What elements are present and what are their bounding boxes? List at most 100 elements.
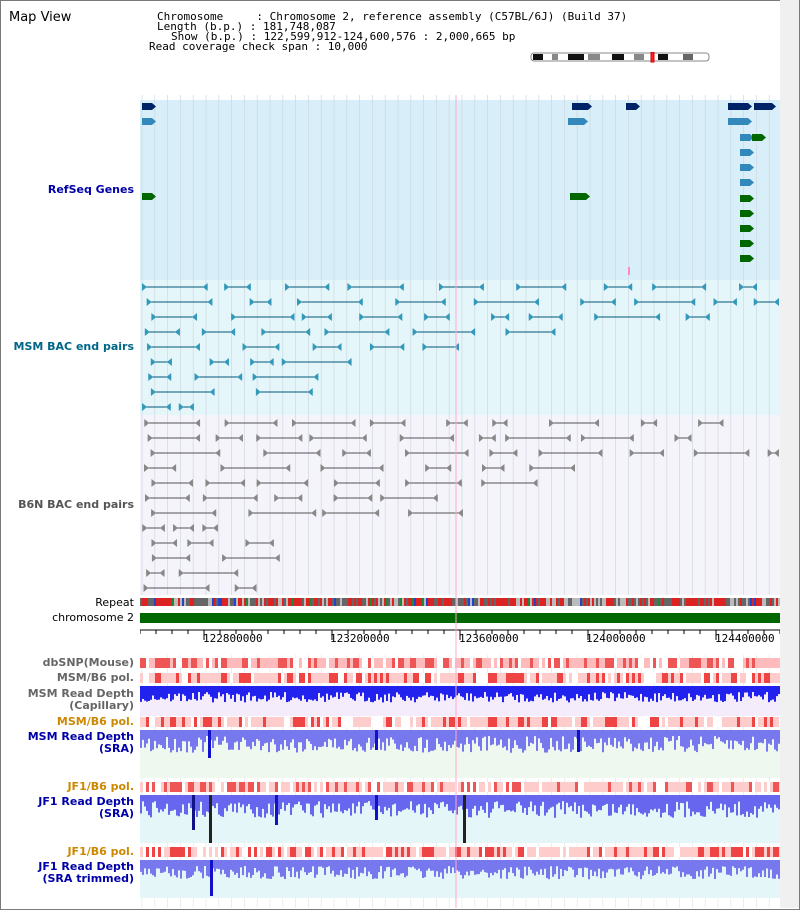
bac-end-marker — [398, 283, 404, 291]
bac-end-marker — [303, 479, 309, 487]
bac-end-marker — [424, 313, 430, 321]
bac-end-marker — [291, 419, 297, 427]
bac-end-marker — [305, 328, 311, 336]
b6n-bac-bg — [140, 415, 780, 595]
bac-end-marker — [690, 298, 696, 306]
bac-end-marker — [580, 298, 586, 306]
bac-end-marker — [230, 328, 236, 336]
bac-end-marker — [374, 509, 380, 517]
label-panel — [1, 1, 140, 908]
label-dbsnp: dbSNP(Mouse) — [42, 656, 134, 669]
bac-end-marker — [704, 313, 710, 321]
axis-ticks — [140, 629, 781, 640]
vertical-scroll-area[interactable] — [780, 0, 799, 908]
bac-end-marker — [399, 343, 405, 351]
gene-feature — [740, 179, 750, 186]
bac-end-marker — [274, 343, 280, 351]
bac-end-marker — [333, 494, 339, 502]
bac-end-marker — [731, 298, 737, 306]
bac-end-marker — [367, 494, 373, 502]
bac-end-marker — [150, 449, 156, 457]
gene-feature — [740, 134, 750, 141]
bac-end-marker — [718, 419, 724, 427]
bac-end-marker — [209, 388, 215, 396]
bac-end-marker — [470, 328, 476, 336]
bac-end-marker — [142, 403, 148, 411]
bac-end-marker — [462, 419, 468, 427]
bac-end-marker — [380, 494, 386, 502]
bac-end-marker — [446, 464, 452, 472]
chromosome-ideogram[interactable] — [528, 52, 714, 64]
bac-end-marker — [148, 373, 154, 381]
bac-end-marker — [144, 328, 150, 336]
bac-end-marker — [549, 419, 555, 427]
bac-end-marker — [215, 449, 221, 457]
bac-end-marker — [481, 479, 487, 487]
bac-end-marker — [252, 373, 258, 381]
axis-tick-label: 124400000 — [715, 632, 775, 645]
bac-end-marker — [211, 509, 217, 517]
label-b6n-bac: B6N BAC end pairs — [18, 498, 134, 511]
bac-end-marker — [397, 313, 403, 321]
bac-end-marker — [538, 449, 544, 457]
axis-tick-label: 122800000 — [203, 632, 263, 645]
bac-end-marker — [222, 554, 228, 562]
bac-end-marker — [207, 298, 213, 306]
track-canvas[interactable] — [140, 95, 781, 908]
label-jf1-b6-pol-trimmed: JF1/B6 pol. — [67, 845, 134, 858]
gene-feature — [740, 240, 750, 247]
bac-end-marker — [350, 419, 356, 427]
bac-end-marker — [422, 343, 428, 351]
gene-feature — [754, 103, 764, 110]
label-jf1-read-depth-trimmed: JF1 Read Depth (SRA trimmed) — [38, 860, 134, 885]
bac-end-marker — [202, 524, 208, 532]
bac-end-marker — [252, 494, 258, 502]
bac-end-marker — [674, 434, 680, 442]
bac-end-marker — [499, 464, 505, 472]
bac-end-marker — [701, 283, 707, 291]
bac-end-marker — [512, 449, 518, 457]
bac-end-marker — [528, 313, 534, 321]
bac-end-marker — [202, 494, 208, 502]
gene-feature — [740, 195, 750, 202]
bac-end-marker — [342, 449, 348, 457]
bac-end-marker — [189, 524, 195, 532]
bac-end-marker — [256, 479, 262, 487]
bac-end-marker — [311, 509, 317, 517]
bac-end-marker — [502, 419, 508, 427]
bac-end-marker — [187, 479, 193, 487]
axis-tick-label: 123200000 — [330, 632, 390, 645]
show-range-info: Show (b.p.) : 122,599,912-124,600,576 : … — [171, 30, 516, 43]
bac-end-marker — [629, 449, 635, 457]
bac-end-marker — [143, 464, 149, 472]
bac-end-marker — [171, 464, 177, 472]
bac-end-marker — [640, 419, 646, 427]
bac-end-marker — [533, 298, 539, 306]
bac-end-marker — [597, 449, 603, 457]
bac-end-marker — [333, 479, 339, 487]
bac-end-marker — [151, 509, 157, 517]
bac-end-marker — [212, 524, 218, 532]
bac-end-marker — [425, 464, 431, 472]
gene-feature — [142, 118, 152, 125]
bac-end-marker — [628, 434, 634, 442]
bac-end-marker — [744, 449, 750, 457]
bac-end-marker — [550, 328, 556, 336]
bac-end-marker — [166, 373, 172, 381]
bac-end-marker — [405, 479, 411, 487]
bac-end-marker — [320, 464, 326, 472]
bac-end-marker — [594, 313, 600, 321]
bac-end-marker — [505, 328, 511, 336]
gene-feature — [142, 193, 152, 200]
bac-end-marker — [504, 313, 510, 321]
bac-end-marker — [151, 539, 157, 547]
bac-end-marker — [274, 554, 280, 562]
bac-end-marker — [346, 358, 352, 366]
bac-end-marker — [603, 283, 609, 291]
bac-end-marker — [478, 434, 484, 442]
bac-end-marker — [223, 358, 229, 366]
gene-feature — [728, 103, 748, 110]
label-msm-b6-pol-sra: MSM/B6 pol. — [56, 715, 134, 728]
bac-end-marker — [652, 419, 658, 427]
bac-end-marker — [268, 539, 274, 547]
